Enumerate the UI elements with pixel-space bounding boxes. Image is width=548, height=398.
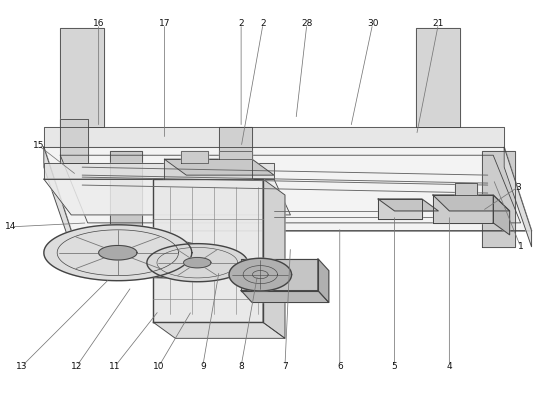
Text: 3: 3 [515, 183, 521, 191]
Text: 11: 11 [110, 362, 121, 371]
Polygon shape [378, 199, 438, 211]
Polygon shape [164, 159, 274, 175]
Text: 4: 4 [447, 362, 452, 371]
Polygon shape [99, 246, 137, 260]
Polygon shape [504, 147, 532, 247]
Text: 13: 13 [16, 362, 27, 371]
Polygon shape [219, 151, 252, 159]
Polygon shape [44, 147, 71, 247]
Text: 12: 12 [71, 362, 82, 371]
Polygon shape [433, 195, 510, 211]
Polygon shape [455, 183, 477, 195]
Polygon shape [263, 179, 285, 338]
Polygon shape [44, 127, 504, 147]
Text: 9: 9 [200, 362, 206, 371]
Text: 28: 28 [301, 20, 312, 28]
Polygon shape [153, 179, 263, 322]
Text: 7: 7 [282, 362, 288, 371]
Polygon shape [60, 28, 104, 127]
Text: 16: 16 [93, 20, 104, 28]
Text: 2: 2 [238, 20, 244, 28]
Text: 14: 14 [5, 222, 16, 231]
Polygon shape [147, 244, 248, 282]
Polygon shape [241, 291, 329, 302]
Polygon shape [181, 151, 208, 163]
Polygon shape [153, 322, 285, 338]
Polygon shape [184, 258, 211, 268]
Text: 6: 6 [337, 362, 342, 371]
Text: 8: 8 [238, 362, 244, 371]
Text: 2: 2 [260, 20, 266, 28]
Text: 1: 1 [518, 242, 523, 251]
Polygon shape [44, 163, 274, 179]
Polygon shape [164, 159, 252, 179]
Text: 5: 5 [392, 362, 397, 371]
Polygon shape [318, 259, 329, 302]
Polygon shape [378, 199, 422, 219]
Text: 30: 30 [367, 20, 378, 28]
Polygon shape [110, 151, 142, 231]
Polygon shape [416, 28, 460, 127]
Polygon shape [433, 195, 493, 223]
Polygon shape [241, 259, 318, 291]
Polygon shape [44, 179, 290, 215]
Text: 17: 17 [159, 20, 170, 28]
Text: 10: 10 [153, 362, 164, 371]
Polygon shape [482, 151, 515, 247]
Polygon shape [219, 127, 252, 171]
Text: 15: 15 [33, 141, 44, 150]
Polygon shape [44, 147, 532, 231]
Polygon shape [60, 119, 88, 163]
Polygon shape [229, 258, 292, 291]
Text: 21: 21 [433, 20, 444, 28]
Polygon shape [44, 225, 192, 281]
Polygon shape [493, 195, 510, 235]
